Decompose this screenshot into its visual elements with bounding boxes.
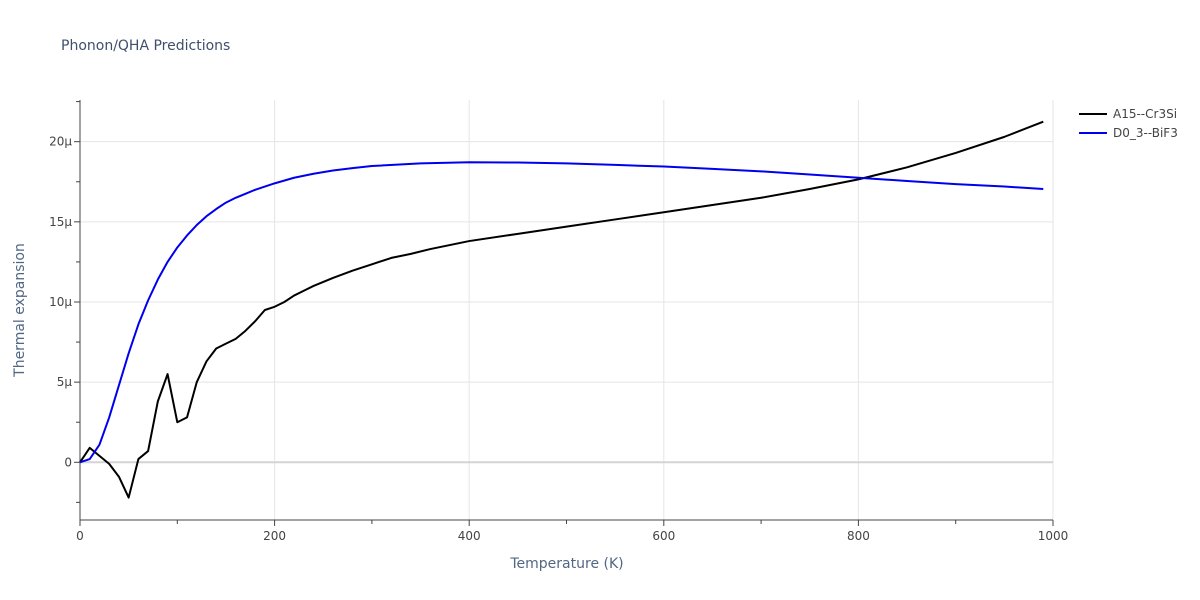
series-line-1[interactable] — [79, 161, 1044, 464]
series-line-0[interactable] — [79, 120, 1044, 499]
legend-item-label[interactable]: A15--Cr3Si — [1113, 107, 1177, 121]
x-tick-label: 800 — [847, 529, 870, 543]
y-tick-label: 20μ — [49, 135, 72, 149]
x-tick-label: 600 — [652, 529, 675, 543]
y-tick-label: 15μ — [49, 215, 72, 229]
x-tick-label: 1000 — [1038, 529, 1069, 543]
axes: 0 200 400 600 800 1000 0 5μ 10μ 15μ 20μ — [49, 100, 1068, 543]
grid — [80, 100, 1054, 520]
y-tick-label: 10μ — [49, 295, 72, 309]
series-layer — [79, 120, 1044, 499]
legend[interactable]: A15--Cr3Si D0_3--BiF3 — [1079, 107, 1178, 140]
legend-item-label[interactable]: D0_3--BiF3 — [1113, 126, 1178, 140]
x-tick-label: 200 — [263, 529, 286, 543]
chart-title: Phonon/QHA Predictions — [61, 38, 230, 54]
y-tick-label: 5μ — [57, 375, 73, 389]
y-axis-title: Thermal expansion — [12, 243, 28, 378]
x-tick-label: 0 — [76, 529, 84, 543]
y-tick-label: 0 — [64, 455, 72, 469]
x-tick-label: 400 — [458, 529, 481, 543]
x-axis-title: Temperature (K) — [509, 556, 623, 572]
